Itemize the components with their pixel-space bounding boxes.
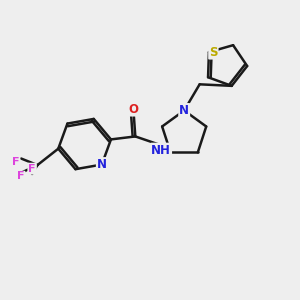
Text: N: N bbox=[97, 158, 107, 171]
Text: F: F bbox=[12, 157, 20, 167]
Text: NH: NH bbox=[151, 144, 171, 157]
Text: F: F bbox=[17, 171, 25, 181]
Text: O: O bbox=[129, 103, 139, 116]
Text: S: S bbox=[209, 46, 218, 59]
Text: N: N bbox=[179, 104, 189, 117]
Text: F: F bbox=[28, 164, 36, 174]
Text: F: F bbox=[28, 164, 36, 174]
